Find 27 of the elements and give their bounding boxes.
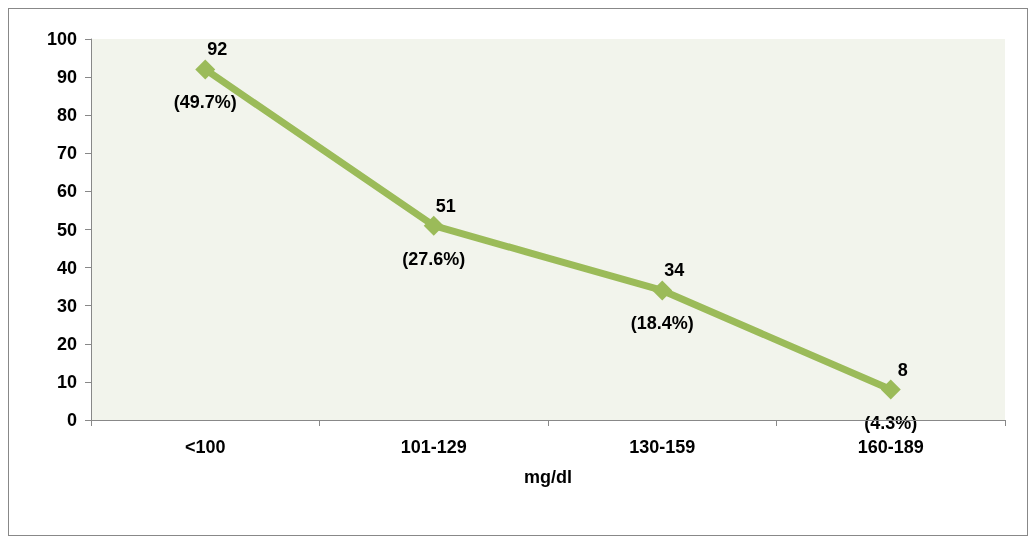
annotation: (49.7%) [173,92,237,113]
point [195,59,216,80]
point [652,280,673,301]
x-axis-title: mg/dl [524,467,572,487]
y-tick-label: 50 [56,219,77,240]
y-tick-label: 60 [56,181,77,202]
y-tick-label: 30 [56,295,77,316]
y-tick-label: 70 [56,143,77,164]
data-label: 51 [435,195,456,216]
x-tick-label: 101-129 [400,437,467,457]
y-tick-label: 100 [46,29,77,49]
y-tick-label: 90 [56,67,77,88]
x-tick-label: 130-159 [629,437,696,457]
data-label: 34 [664,260,685,281]
data-label: 92 [207,39,228,60]
x-tick-label: <100 [184,437,226,457]
y-tick-label: 0 [66,410,77,430]
annotation: (27.6%) [402,248,466,269]
x-tick-label: 160-189 [857,437,924,457]
y-tick-label: 80 [56,105,77,126]
point [880,379,901,400]
y-tick-label: 20 [56,333,77,354]
y-tick-label: 10 [56,371,77,392]
point [423,215,444,236]
y-tick-label: 40 [56,257,77,278]
data-label: 8 [897,359,908,380]
annotation: (18.4%) [630,313,694,334]
